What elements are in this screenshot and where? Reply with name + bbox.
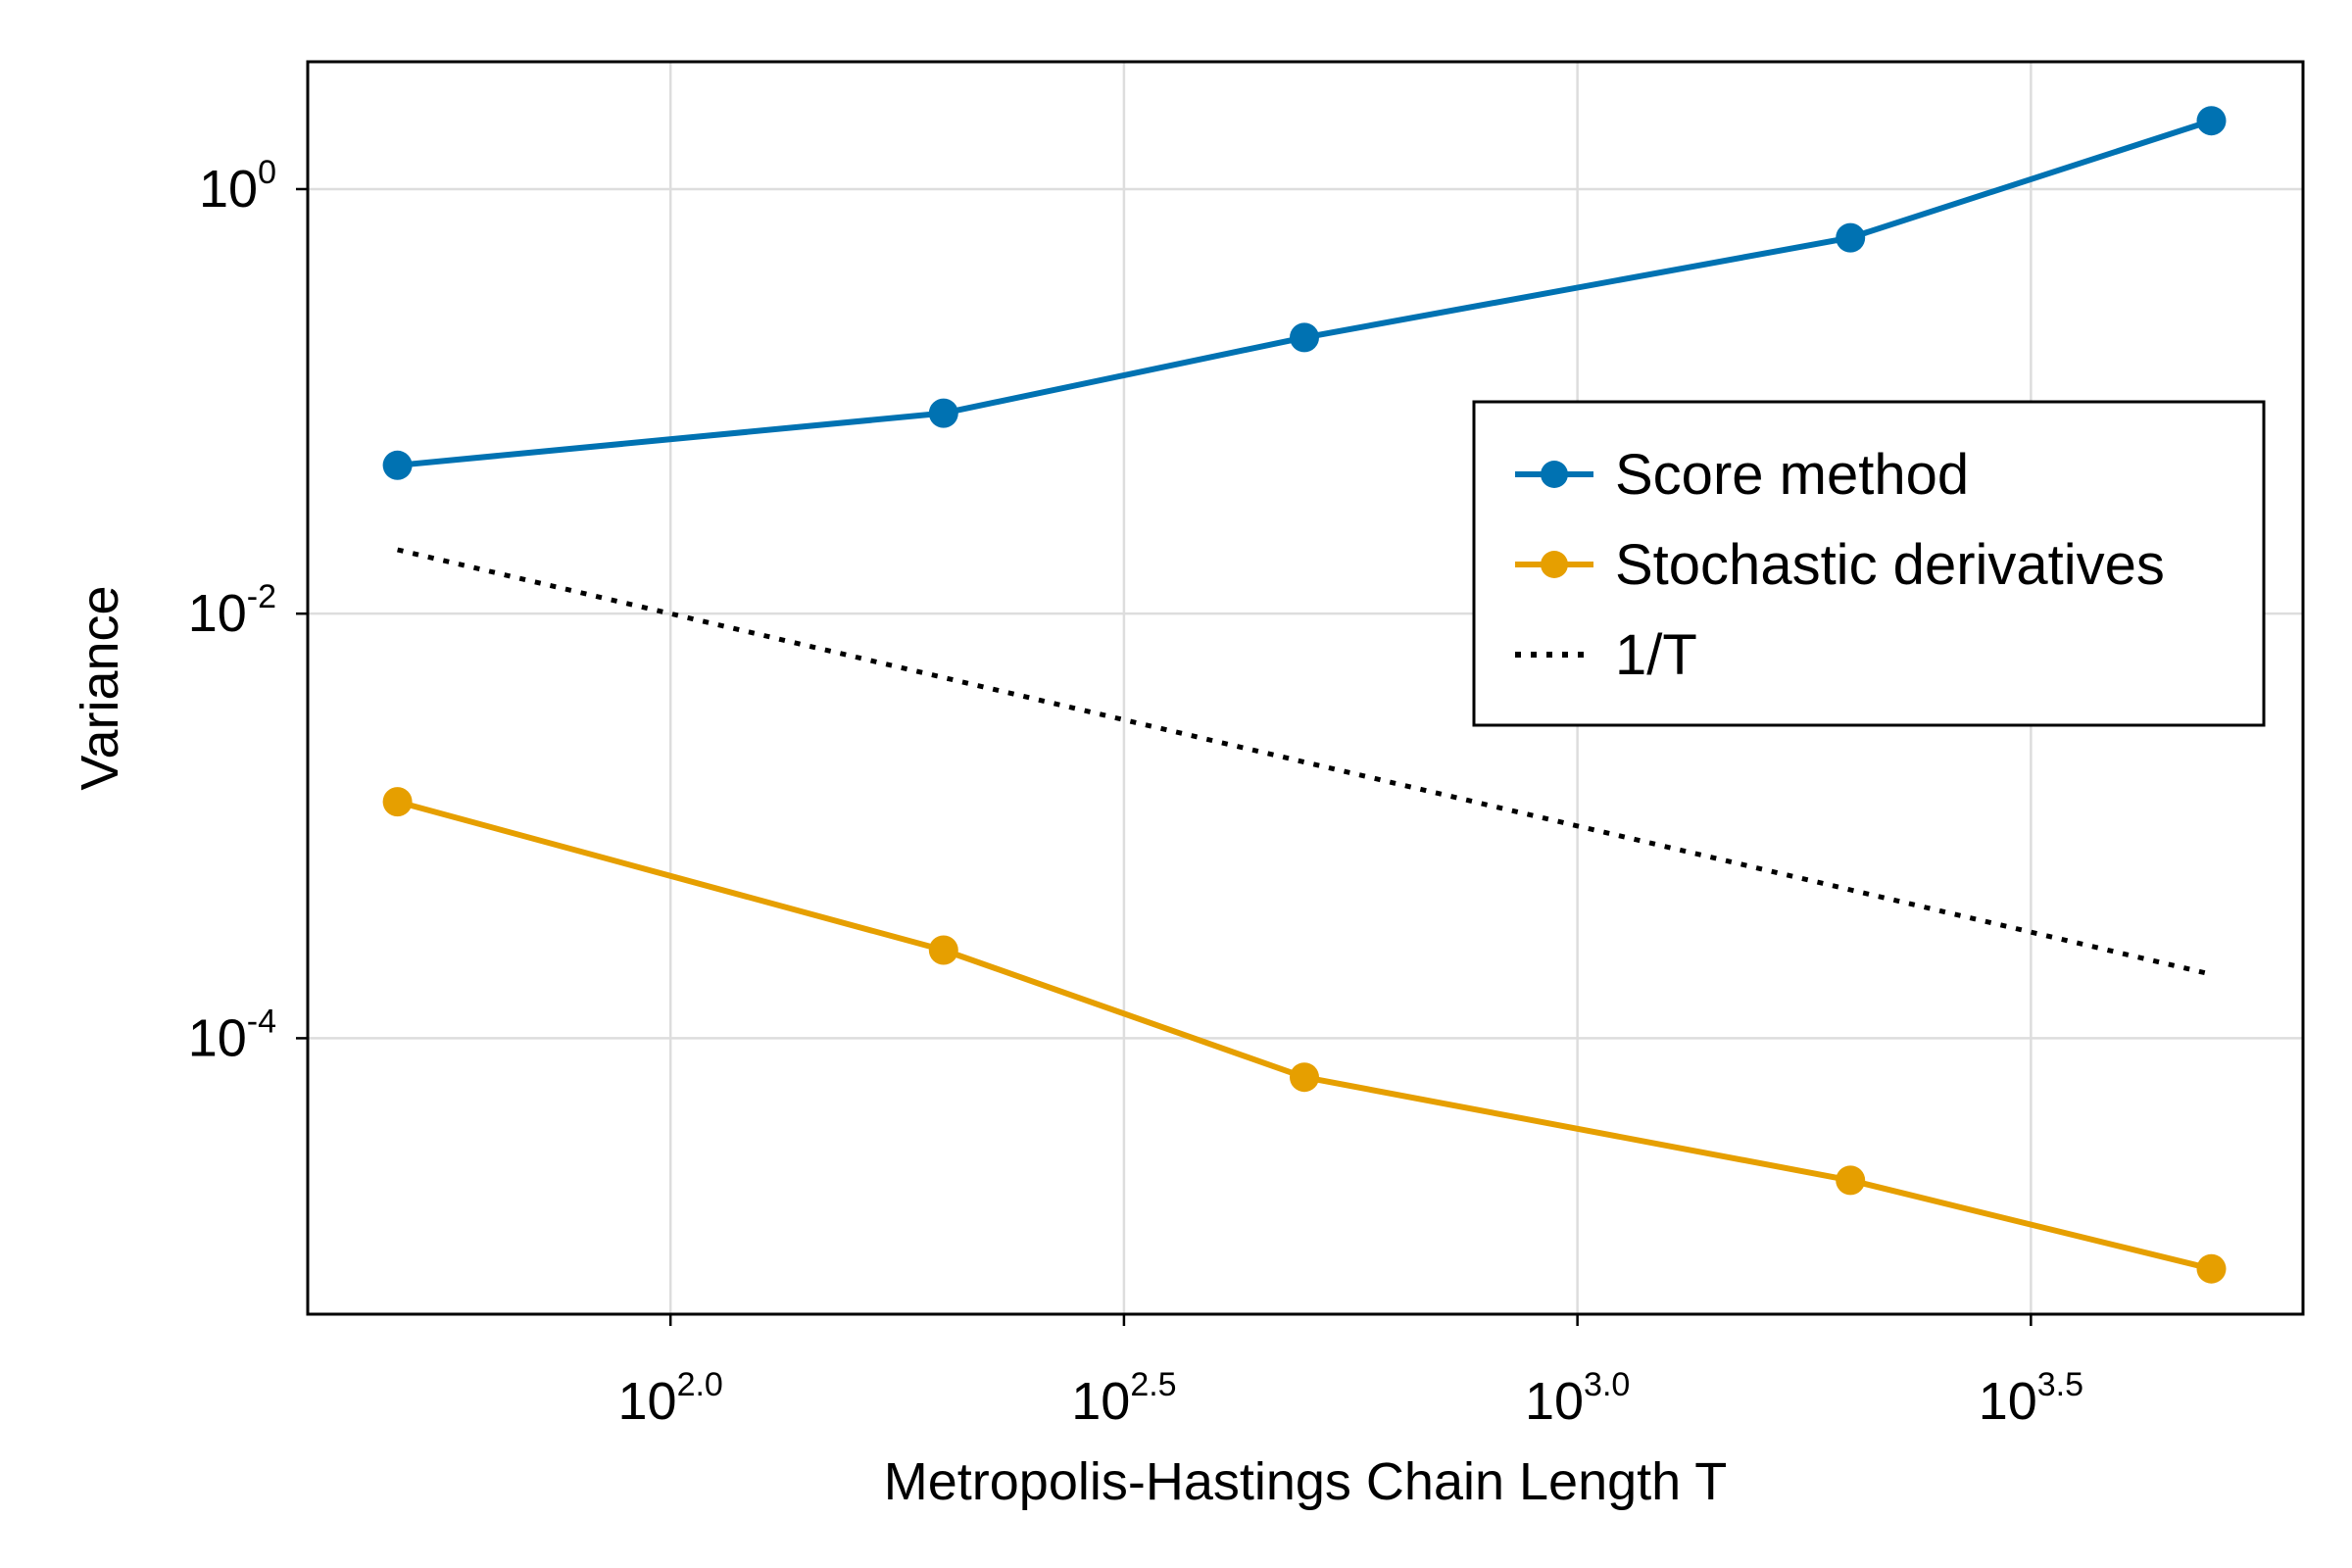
legend-label-stochastic-derivatives: Stochastic derivatives bbox=[1615, 533, 2165, 597]
x-tick-label: 102.5 bbox=[1071, 1366, 1176, 1431]
data-point-stochastic-derivatives bbox=[382, 787, 413, 817]
legend-label-1-over-t: 1/T bbox=[1615, 623, 1697, 687]
data-point-score-method bbox=[2196, 106, 2227, 136]
legend-swatch-stochastic-marker bbox=[1541, 551, 1568, 578]
x-axis-label: Metropolis-Hastings Chain Length T bbox=[884, 1452, 1727, 1511]
legend: Score method Stochastic derivatives 1/T bbox=[1472, 400, 2266, 727]
data-point-score-method bbox=[928, 398, 958, 428]
data-point-stochastic-derivatives bbox=[1290, 1062, 1319, 1093]
data-point-stochastic-derivatives bbox=[2196, 1253, 2227, 1284]
data-point-score-method bbox=[382, 450, 413, 480]
legend-label-score-method: Score method bbox=[1615, 443, 1969, 507]
x-axis-ticks: 102.0 102.5 103.0 103.5 bbox=[618, 1314, 2083, 1431]
legend-box bbox=[1472, 400, 2266, 727]
x-tick-label: 103.5 bbox=[1979, 1366, 2083, 1431]
y-axis-ticks: 100 10-2 10-4 bbox=[188, 154, 308, 1067]
x-tick-label: 103.0 bbox=[1525, 1366, 1630, 1431]
data-point-score-method bbox=[1836, 222, 1866, 253]
data-point-score-method bbox=[1290, 322, 1319, 353]
grid-lines bbox=[308, 62, 2303, 1314]
x-tick-label: 102.0 bbox=[618, 1366, 723, 1431]
data-point-stochastic-derivatives bbox=[928, 935, 958, 965]
plot-frame bbox=[306, 60, 2305, 1316]
y-tick-label: 100 bbox=[199, 154, 276, 219]
series-line-1-t bbox=[397, 547, 2213, 977]
legend-entry-1-over-t: 1/T bbox=[1515, 623, 1697, 687]
legend-swatch-score-marker bbox=[1541, 461, 1568, 488]
data-point-stochastic-derivatives bbox=[1836, 1165, 1866, 1196]
series-layer bbox=[382, 106, 2227, 1284]
legend-entry-score-method: Score method bbox=[1515, 443, 1969, 507]
legend-entry-stochastic-derivatives: Stochastic derivatives bbox=[1515, 533, 2165, 597]
y-tick-label: 10-4 bbox=[188, 1003, 276, 1067]
y-tick-label: 10-2 bbox=[188, 578, 276, 643]
y-axis-label: Variance bbox=[71, 585, 129, 790]
